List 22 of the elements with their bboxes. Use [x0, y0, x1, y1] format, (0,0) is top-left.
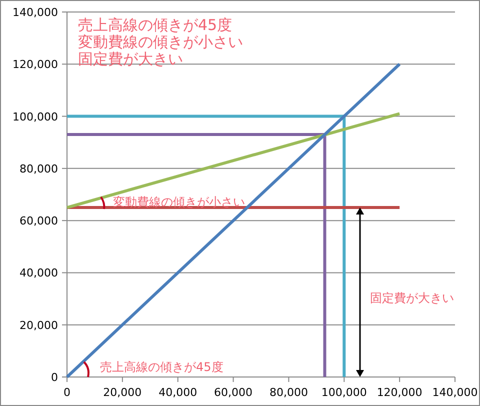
- y-tick-label: 120,000: [12, 58, 58, 72]
- y-tick-label: 140,000: [12, 6, 58, 19]
- x-tick-label: 100,000: [321, 386, 367, 399]
- x-tick-label: 120,000: [376, 386, 422, 399]
- annotation: 変動費線の傾きが小さい: [78, 33, 243, 51]
- annotation: 固定費が大きい: [370, 291, 454, 305]
- y-tick-label: 0: [51, 371, 58, 384]
- y-tick-label: 80,000: [20, 162, 58, 176]
- y-tick-label: 100,000: [12, 110, 58, 124]
- x-tick-label: 140,000: [432, 386, 478, 399]
- x-tick-label: 20,000: [103, 386, 142, 399]
- x-tick-label: 40,000: [158, 386, 198, 399]
- x-tick-label: 60,000: [214, 386, 253, 399]
- annotation: 固定費が大きい: [78, 50, 183, 68]
- annotation: 売上高線の傾きが45度: [78, 16, 232, 34]
- annotation: 変動費線の傾きが小さい: [113, 195, 245, 209]
- y-tick-label: 20,000: [20, 318, 58, 332]
- y-tick-label: 60,000: [20, 214, 58, 228]
- y-tick-label: 40,000: [20, 266, 58, 280]
- annotation: 売上高線の傾きが45度: [100, 360, 224, 374]
- x-tick-label: 80,000: [269, 386, 308, 399]
- x-tick-label: 0: [64, 386, 70, 399]
